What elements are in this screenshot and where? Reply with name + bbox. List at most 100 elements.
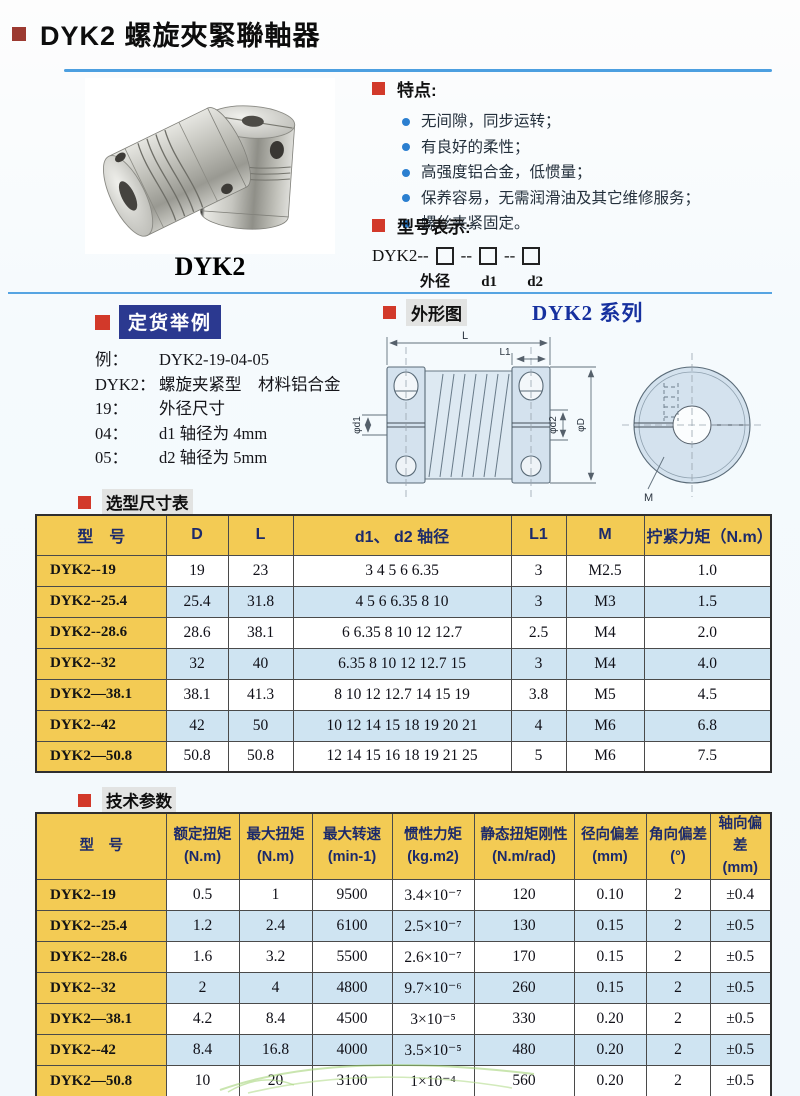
column-header: 最大转速 (min-1)	[311, 812, 393, 881]
table-cell: 0.20	[573, 1003, 647, 1036]
table-cell: 2.4	[238, 910, 313, 943]
table-row: DYK2—38.1 38.1 41.3 8 10 12 12.7 14 15 19 3.…	[35, 678, 772, 711]
table-cell: 5500	[311, 941, 393, 974]
feature-text: 无间隙，同步运转；	[421, 113, 561, 130]
section-bullet-icon	[372, 82, 385, 95]
model-prefix: DYK2--	[372, 246, 429, 265]
table-cell: ±0.5	[709, 1034, 772, 1067]
model-placeholder-box	[478, 247, 497, 265]
model-cell: DYK2—50.8	[35, 1065, 167, 1096]
table-row: DYK2--32 32 40 6.35 8 10 12 12.7 15 3 M4 4.0	[35, 647, 772, 680]
table-cell: 3.4×10⁻⁷	[391, 879, 475, 912]
table-cell: 480	[473, 1034, 575, 1067]
model-separator: --	[460, 246, 472, 265]
dimension-lines	[362, 337, 596, 484]
column-header: L	[227, 514, 294, 556]
column-header: 径向偏差 (mm)	[573, 812, 647, 881]
table-cell: 40	[227, 647, 294, 680]
table-cell: 32	[165, 647, 229, 680]
table-cell: 2.5×10⁻⁷	[391, 910, 475, 943]
table-cell: 4	[510, 709, 567, 742]
table-cell: ±0.5	[709, 1065, 772, 1096]
table-cell: M4	[565, 616, 645, 649]
list-item: 无间隙，同步运转；	[402, 109, 782, 135]
section-bullet-icon	[78, 793, 91, 807]
model-cell: DYK2—38.1	[35, 1003, 167, 1036]
table-cell: ±0.4	[709, 879, 772, 912]
column-header: d1、 d2 轴径	[292, 514, 512, 556]
model-cell: DYK2--25.4	[35, 910, 167, 943]
front-view: M	[622, 353, 762, 504]
model-cell: DYK2--19	[35, 554, 167, 587]
table-cell: 2	[165, 972, 240, 1005]
table2-heading: 技术参数	[102, 787, 176, 813]
table1-heading: 选型尺寸表	[102, 489, 193, 515]
product-name-label: DYK2	[174, 252, 246, 281]
table-row: DYK2--19 19 23 3 4 5 6 6.35 3 M2.5 1.0	[35, 554, 772, 587]
divider-middle	[8, 292, 772, 294]
bullet-dot-icon	[402, 168, 410, 177]
ordering-line: 04： d1 轴径为 4mm	[95, 423, 268, 443]
bullet-dot-icon	[402, 219, 410, 228]
table-cell: 3.8	[510, 678, 567, 711]
page-title: DYK2 螺旋夾緊聯軸器	[40, 21, 321, 51]
table-cell: 120	[473, 879, 575, 912]
ordering-lines: 例： DYK2-19-04-05 DYK2： 螺旋夹紧型 材料铝合金 19： 外径尺寸…	[95, 348, 375, 471]
section-bullet-icon	[78, 495, 91, 509]
column-header: 额定扭矩 (N.m)	[165, 812, 240, 881]
ordering-line: 例： DYK2-19-04-05	[95, 350, 269, 369]
table-cell: 50.8	[227, 740, 294, 773]
table-cell: 31.8	[227, 585, 294, 618]
table-cell: 0.5	[165, 879, 240, 912]
column-header: D	[165, 514, 229, 556]
table-cell: 10	[165, 1065, 240, 1096]
list-item: 螺丝夹紧固定。	[402, 211, 782, 237]
features-heading: 特点:	[397, 81, 437, 100]
dim-label-d2: φd2	[548, 416, 559, 434]
bullet-dot-icon	[402, 143, 410, 152]
feature-text: 螺丝夹紧固定。	[421, 215, 530, 232]
label-d2: d2	[527, 274, 544, 290]
dim-label-L: L	[462, 330, 468, 342]
section-bullet-icon	[95, 314, 110, 330]
coupling-front	[103, 107, 251, 237]
table-cell: 4500	[311, 1003, 393, 1036]
model-code-heading: 型号表示:	[397, 218, 471, 237]
model-cell: DYK2--32	[35, 972, 167, 1005]
table-cell: M3	[565, 585, 645, 618]
table-cell: 1.0	[643, 554, 772, 587]
coupling-photo-illustration	[103, 105, 296, 237]
decorative-grass-curves	[219, 1064, 535, 1094]
table-cell: 4.5	[643, 678, 772, 711]
table-cell: 4000	[311, 1034, 393, 1067]
column-header: 轴向偏差 (mm)	[709, 812, 772, 881]
table-cell: 2.5	[510, 616, 567, 649]
table-cell: 130	[473, 910, 575, 943]
table-cell: 260	[473, 972, 575, 1005]
model-cell: DYK2--25.4	[35, 585, 167, 618]
table-row: DYK2—50.8 50.8 50.8 12 14 15 16 18 19 21 25…	[35, 740, 772, 773]
column-header: 最大扭矩 (N.m)	[238, 812, 313, 881]
table-cell: 2	[645, 910, 711, 943]
label-outer-diameter: 外径	[420, 273, 451, 290]
table-cell: 16.8	[238, 1034, 313, 1067]
table-cell: 3	[510, 647, 567, 680]
table-cell: 1.5	[643, 585, 772, 618]
table-cell: 4.2	[165, 1003, 240, 1036]
column-header: 型 号	[35, 812, 167, 881]
table-cell: 6100	[311, 910, 393, 943]
list-item: 保养容易，无需润滑油及其它维修服务；	[402, 186, 782, 212]
table-cell: 2	[645, 1034, 711, 1067]
table-cell: 8.4	[238, 1003, 313, 1036]
product-photo	[85, 78, 335, 254]
table-cell: 2.0	[643, 616, 772, 649]
table-cell: M6	[565, 740, 645, 773]
ordering-line: 19： 外径尺寸	[95, 399, 225, 418]
technical-parameters-table: 型 号额定扭矩 (N.m) 最大扭矩 (N.m) 最大转速 (min-1) 惯性力矩 (kg.…	[35, 812, 772, 1096]
list-item: 高强度铝合金，低惯量；	[402, 160, 782, 186]
table-cell: 10 12 14 15 18 19 20 21	[292, 709, 512, 742]
model-cell: DYK2--42	[35, 1034, 167, 1067]
table-row: DYK2—50.8 10 20 3100 1×10⁻⁴ 560 0.20 2 ±0.5	[35, 1065, 772, 1096]
table-cell: 28.6	[165, 616, 229, 649]
